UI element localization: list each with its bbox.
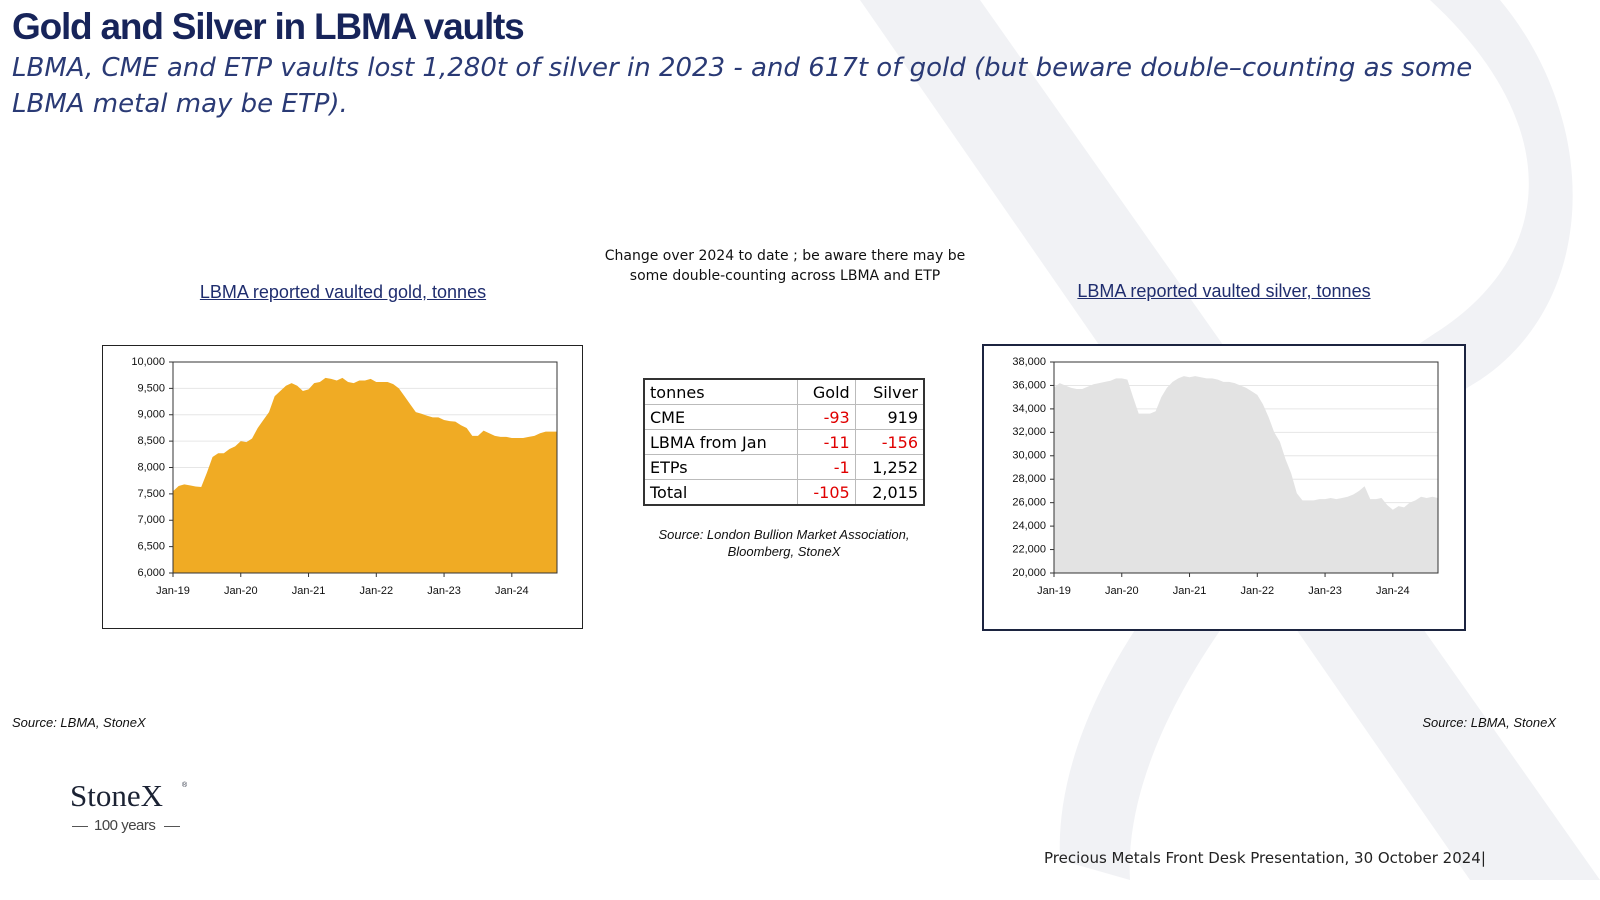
x-tick-label: Jan-21 <box>292 585 326 597</box>
table-cell: Silver <box>854 378 925 405</box>
chart-title: LBMA reported vaulted gold, tonnes <box>199 282 487 302</box>
y-tick-label: 7,500 <box>137 488 165 500</box>
table-source: Source: London Bullion Market Associatio… <box>658 527 910 559</box>
y-tick-label: 26,000 <box>1012 497 1046 509</box>
y-tick-label: 10,000 <box>131 356 165 368</box>
y-tick-label: 8,500 <box>137 435 165 447</box>
table-row: Total -105 2,015 <box>643 479 925 506</box>
x-tick-label: Jan-22 <box>1240 585 1274 597</box>
x-tick-label: Jan-24 <box>495 585 529 597</box>
table-row: ETPs -1 1,252 <box>643 454 925 480</box>
x-tick-label: Jan-20 <box>224 585 258 597</box>
table-cell: 919 <box>854 404 925 430</box>
table-cell: Total <box>643 479 799 506</box>
y-tick-label: 32,000 <box>1012 426 1046 438</box>
table-cell: LBMA from Jan <box>643 429 799 455</box>
table-cell: -156 <box>854 429 925 455</box>
table-cell: 2,015 <box>854 479 925 506</box>
y-tick-label: 30,000 <box>1012 450 1046 462</box>
y-tick-label: 20,000 <box>1012 567 1046 579</box>
table-cell: -93 <box>797 404 856 430</box>
x-tick-label: Jan-24 <box>1376 585 1410 597</box>
chart-source: Source: LBMA, StoneX <box>12 715 146 730</box>
table-cell: tonnes <box>643 378 799 405</box>
x-tick-label: Jan-21 <box>1173 585 1207 597</box>
chart-source: Source: LBMA, StoneX <box>1422 715 1556 730</box>
table-note: Change over 2024 to date ; be aware ther… <box>604 248 966 284</box>
y-tick-label: 9,000 <box>137 409 165 421</box>
table-cell: -1 <box>797 454 856 480</box>
change-table: tonnes Gold Silver CME -93 919 LBMA from… <box>643 378 925 506</box>
y-tick-label: 9,500 <box>137 382 165 394</box>
y-tick-label: 7,000 <box>137 514 165 526</box>
chart: 6,000 6,500 7,000 7,500 8,000 8,500 9,000 9,500… <box>102 345 583 629</box>
plot-frame <box>172 361 558 574</box>
table-cell: -105 <box>797 479 856 506</box>
area <box>1054 376 1438 573</box>
x-tick-label: Jan-23 <box>427 585 461 597</box>
x-tick-label: Jan-19 <box>156 585 190 597</box>
y-tick-label: 6,000 <box>137 567 165 579</box>
y-tick-label: 36,000 <box>1012 379 1046 391</box>
y-tick-label: 8,000 <box>137 461 165 473</box>
plot-frame <box>1053 361 1439 574</box>
footer: Precious Metals Front Desk Presentation,… <box>1044 849 1486 867</box>
x-tick-label: Jan-20 <box>1105 585 1139 597</box>
table-header: tonnes Gold Silver <box>643 378 925 405</box>
slide-title: Gold and Silver in LBMA vaults <box>12 6 525 47</box>
area <box>173 377 557 573</box>
table-cell: Gold <box>797 378 856 405</box>
slide-subtitle: LBMA, CME and ETP vaults lost 1,280t of … <box>12 53 1473 119</box>
logo-rule <box>72 826 88 827</box>
y-tick-label: 28,000 <box>1012 473 1046 485</box>
chart-title: LBMA reported vaulted silver, tonnes <box>1077 281 1371 301</box>
table-row: LBMA from Jan -11 -156 <box>643 429 925 455</box>
y-tick-label: 34,000 <box>1012 403 1046 415</box>
y-tick-label: 24,000 <box>1012 520 1046 532</box>
y-tick-label: 38,000 <box>1012 356 1046 368</box>
logo-mark: ® <box>182 782 188 789</box>
y-tick-label: 6,500 <box>137 541 165 553</box>
table-cell: 1,252 <box>854 454 925 480</box>
table-cell: -11 <box>797 429 856 455</box>
x-tick-label: Jan-19 <box>1037 585 1071 597</box>
logo-tagline: 100 years <box>94 817 156 834</box>
chart: 20,000 22,000 24,000 26,000 28,000 30,000 32,0… <box>982 344 1466 631</box>
logo-rule <box>164 826 180 827</box>
table-cell: CME <box>643 404 799 430</box>
logo-name: StoneX <box>70 778 163 813</box>
y-tick-label: 22,000 <box>1012 543 1046 555</box>
x-tick-label: Jan-23 <box>1308 585 1342 597</box>
table-cell: ETPs <box>643 454 799 480</box>
x-tick-label: Jan-22 <box>359 585 393 597</box>
table-row: CME -93 919 <box>643 404 925 430</box>
